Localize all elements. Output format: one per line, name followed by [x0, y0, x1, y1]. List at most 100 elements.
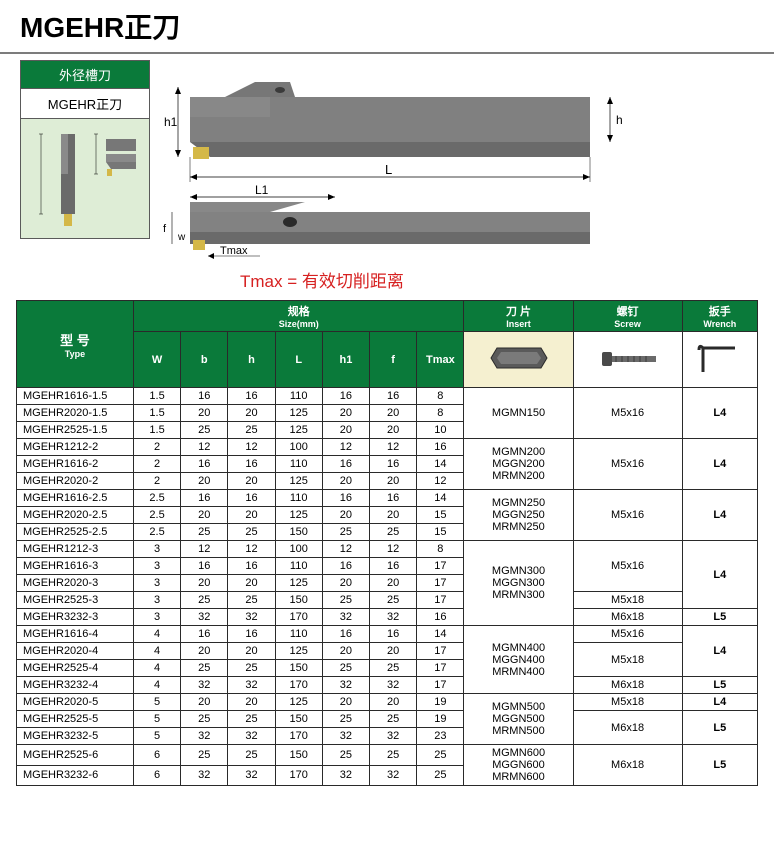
cell-L: 100	[275, 439, 322, 456]
cell-b: 32	[181, 609, 228, 626]
dim-h1: h1	[164, 115, 178, 129]
info-box: 外径槽刀 MGEHR正刀	[20, 60, 150, 292]
cell-f: 32	[370, 728, 417, 745]
cell-screw: M5x16	[573, 388, 682, 439]
hdr-screw: 螺钉 Screw	[573, 301, 682, 332]
info-box-diagram	[20, 119, 150, 239]
cell-b: 16	[181, 626, 228, 643]
cell-h1: 25	[322, 660, 369, 677]
cell-b: 32	[181, 728, 228, 745]
cell-L: 125	[275, 507, 322, 524]
cell-wrench: L4	[682, 490, 757, 541]
table-row: MGEHR2525-662525150252525MGMN600 MGGN600…	[17, 745, 758, 766]
cell-b: 12	[181, 541, 228, 558]
cell-L: 125	[275, 575, 322, 592]
cell-L: 170	[275, 609, 322, 626]
cell-Tmax: 17	[417, 592, 464, 609]
cell-h: 20	[228, 405, 275, 422]
cell-f: 32	[370, 677, 417, 694]
cell-Tmax: 14	[417, 490, 464, 507]
cell-f: 20	[370, 575, 417, 592]
cell-type: MGEHR2020-5	[17, 694, 134, 711]
dim-h: h	[616, 113, 623, 127]
cell-W: 2.5	[133, 507, 180, 524]
cell-type: MGEHR2020-2	[17, 473, 134, 490]
cell-type: MGEHR3232-5	[17, 728, 134, 745]
cell-h: 16	[228, 558, 275, 575]
cell-L: 150	[275, 711, 322, 728]
cell-wrench: L5	[682, 677, 757, 694]
spec-table: 型 号 Type 规格 Size(mm) 刀 片 Insert 螺钉 Screw…	[16, 300, 758, 786]
cell-b: 25	[181, 422, 228, 439]
table-row: MGEHR3232-443232170323217M6x18L5	[17, 677, 758, 694]
cell-type: MGEHR1616-2.5	[17, 490, 134, 507]
cell-L: 110	[275, 456, 322, 473]
cell-h1: 25	[322, 711, 369, 728]
cell-type: MGEHR3232-3	[17, 609, 134, 626]
hdr-h1: h1	[322, 332, 369, 388]
cell-wrench: L4	[682, 694, 757, 711]
cell-f: 16	[370, 388, 417, 405]
info-box-header: 外径槽刀	[20, 60, 150, 89]
cell-h: 12	[228, 541, 275, 558]
cell-W: 1.5	[133, 405, 180, 422]
cell-h1: 32	[322, 677, 369, 694]
cell-h: 32	[228, 728, 275, 745]
cell-W: 3	[133, 609, 180, 626]
cell-b: 32	[181, 765, 228, 786]
cell-type: MGEHR2525-4	[17, 660, 134, 677]
cell-L: 110	[275, 490, 322, 507]
cell-L: 110	[275, 558, 322, 575]
cell-L: 150	[275, 660, 322, 677]
cell-wrench: L5	[682, 711, 757, 745]
hdr-Tmax: Tmax	[417, 332, 464, 388]
cell-f: 16	[370, 490, 417, 507]
cell-type: MGEHR1616-1.5	[17, 388, 134, 405]
cell-f: 20	[370, 473, 417, 490]
cell-f: 25	[370, 592, 417, 609]
screw-icon-cell	[573, 332, 682, 388]
cell-L: 125	[275, 694, 322, 711]
cell-h1: 25	[322, 592, 369, 609]
cell-h: 25	[228, 524, 275, 541]
cell-b: 20	[181, 405, 228, 422]
cell-b: 16	[181, 490, 228, 507]
cell-W: 3	[133, 558, 180, 575]
cell-h1: 12	[322, 439, 369, 456]
hdr-insert: 刀 片 Insert	[464, 301, 573, 332]
cell-Tmax: 15	[417, 524, 464, 541]
cell-h: 12	[228, 439, 275, 456]
table-row: MGEHR3232-333232170323216M6x18L5	[17, 609, 758, 626]
cell-wrench: L4	[682, 626, 757, 677]
cell-b: 25	[181, 592, 228, 609]
cell-f: 16	[370, 558, 417, 575]
cell-Tmax: 17	[417, 643, 464, 660]
cell-type: MGEHR2525-6	[17, 745, 134, 766]
cell-Tmax: 25	[417, 745, 464, 766]
cell-b: 25	[181, 745, 228, 766]
cell-h1: 12	[322, 541, 369, 558]
cell-insert: MGMN500 MGGN500 MRMN500	[464, 694, 573, 745]
cell-h1: 20	[322, 575, 369, 592]
cell-screw: M5x18	[573, 694, 682, 711]
cell-W: 2	[133, 439, 180, 456]
cell-h: 20	[228, 473, 275, 490]
dim-L1: L1	[255, 183, 269, 197]
tech-drawing: h1 h L	[160, 54, 754, 292]
cell-f: 20	[370, 507, 417, 524]
cell-h1: 25	[322, 524, 369, 541]
cell-f: 25	[370, 711, 417, 728]
tmax-note: Tmax = 有效切削距离	[240, 267, 754, 292]
cell-type: MGEHR2525-5	[17, 711, 134, 728]
table-row: MGEHR2020-552020125202019MGMN500 MGGN500…	[17, 694, 758, 711]
cell-h1: 16	[322, 558, 369, 575]
cell-Tmax: 25	[417, 765, 464, 786]
cell-type: MGEHR1212-3	[17, 541, 134, 558]
cell-f: 20	[370, 643, 417, 660]
cell-Tmax: 19	[417, 711, 464, 728]
cell-h1: 32	[322, 765, 369, 786]
cell-h: 16	[228, 626, 275, 643]
cell-Tmax: 16	[417, 609, 464, 626]
cell-W: 2	[133, 473, 180, 490]
cell-wrench: L5	[682, 745, 757, 786]
